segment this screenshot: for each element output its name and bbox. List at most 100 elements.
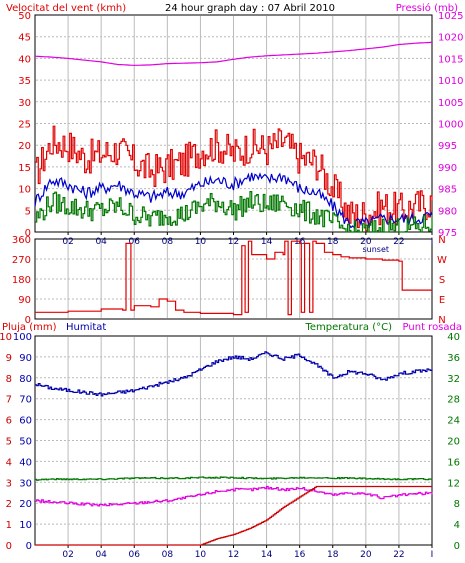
hour-tick-label: I (431, 237, 434, 247)
temperature-tick-label: 32 (447, 374, 460, 385)
series-pressure-line (34, 41, 433, 66)
rain-tick-label: 3 (6, 478, 12, 489)
pressure-tick-label: 1025 (438, 11, 463, 22)
humidity-tick-label: 30 (19, 478, 32, 489)
series-dew_point-line (35, 485, 433, 507)
hour-tick-label: 18 (327, 237, 339, 247)
direction-tick-label: 360 (12, 235, 31, 246)
hour-tick-label: 14 (261, 237, 273, 247)
temperature-tick-label: 36 (447, 353, 460, 364)
hour-tick-label: 10 (195, 237, 207, 247)
rain-tick-label: 1 (6, 520, 12, 531)
humidity-tick-label: 70 (19, 395, 32, 406)
rain-tick-label: 5 (6, 437, 12, 448)
direction-tick-label: 270 (12, 255, 31, 266)
hour-tick-label: 18 (327, 550, 339, 559)
pressure-tick-label: 975 (438, 228, 457, 239)
temperature-tick-label: 12 (447, 478, 460, 489)
hour-tick-label: 06 (129, 550, 141, 559)
temperature-tick-label: 16 (447, 457, 460, 468)
rain-tick-label: 4 (6, 457, 12, 468)
rain-axis-title: Pluja (mm) (2, 322, 57, 333)
temperature-tick-label: 20 (447, 437, 460, 448)
wind-tick-label: 20 (18, 141, 31, 152)
wind-tick-label: 5 (25, 206, 31, 217)
hour-tick-label: 12 (228, 550, 239, 559)
hour-tick-label: 02 (62, 550, 73, 559)
series-layer (34, 41, 433, 546)
pressure-tick-label: 1020 (438, 33, 463, 44)
hour-tick-label: 08 (162, 550, 174, 559)
pressure-tick-label: 995 (438, 141, 457, 152)
rain-tick-label: 2 (6, 499, 12, 510)
temperature-tick-label: 40 (447, 332, 460, 343)
wind-tick-label: 30 (18, 98, 31, 109)
humidity-tick-label: 100 (13, 332, 32, 343)
rain-tick-label: 7 (6, 395, 12, 406)
direction-tick-label: 0 (25, 315, 31, 326)
humidity-tick-label: 60 (19, 416, 32, 427)
series-gust-line (35, 125, 433, 232)
series-humidity-line (35, 351, 433, 397)
hour-tick-label: 16 (294, 550, 306, 559)
wind-tick-label: 45 (18, 33, 31, 44)
series-temperature-line (35, 476, 433, 481)
temperature-tick-label: 8 (454, 499, 460, 510)
hour-tick-label: 20 (360, 237, 372, 247)
temperature-tick-label: 28 (447, 395, 460, 406)
chart-title: 24 hour graph day : 07 Abril 2010 (165, 3, 335, 14)
tick-label-layer: 0510152025303540455097598098599099510001… (0, 11, 463, 563)
series-avg-line (34, 172, 433, 229)
rain-tick-label: 6 (6, 416, 12, 427)
hour-tick-label: 08 (162, 237, 174, 247)
temperature-tick-label: 4 (454, 520, 460, 531)
hour-tick-label: 12 (228, 237, 239, 247)
hour-tick-label: I (431, 550, 434, 559)
pressure-tick-label: 1000 (438, 120, 463, 131)
hour-tick-label: 04 (95, 237, 107, 247)
rain-tick-label: 8 (6, 374, 12, 385)
hour-tick-label: 20 (360, 550, 372, 559)
wind-tick-label: 50 (18, 11, 31, 22)
humidity-axis-title: Humitat (66, 322, 106, 333)
pressure-tick-label: 990 (438, 163, 457, 174)
hour-tick-label: 10 (195, 550, 207, 559)
rain-tick-label: 10 (0, 332, 12, 343)
series-min-line (35, 191, 433, 233)
wind-tick-label: 15 (18, 163, 31, 174)
humidity-tick-label: 90 (19, 353, 32, 364)
pressure-tick-label: 985 (438, 185, 457, 196)
humidity-tick-label: 10 (19, 520, 32, 531)
hour-tick-label: 14 (261, 550, 273, 559)
direction-tick-label: 90 (18, 295, 31, 306)
hour-tick-label: 22 (393, 550, 404, 559)
rain-tick-label: 0 (6, 541, 12, 552)
hour-tick-label: 22 (393, 237, 404, 247)
series-wind-direction-line (35, 240, 432, 316)
series-rain-line (35, 485, 432, 546)
humidity-tick-label: 80 (19, 374, 32, 385)
compass-label: E (439, 295, 445, 306)
pressure-tick-label: 980 (438, 206, 457, 217)
sunset-label: sunset (362, 245, 389, 254)
temperature-axis-title: Temperatura (°C) (304, 322, 392, 333)
compass-label: W (437, 255, 447, 266)
rain-tick-label: 9 (6, 353, 12, 364)
pressure-tick-label: 1005 (438, 98, 463, 109)
temperature-tick-label: 0 (454, 541, 460, 552)
pressure-axis-title: Pressió (mb) (396, 2, 458, 14)
humidity-tick-label: 40 (19, 457, 32, 468)
humidity-tick-label: 0 (26, 541, 32, 552)
hour-tick-label: 04 (95, 550, 107, 559)
pressure-tick-label: 1010 (438, 76, 463, 87)
wind-axis-title: Velocitat del vent (kmh) (6, 3, 126, 14)
direction-tick-label: 180 (12, 275, 31, 286)
humidity-tick-label: 50 (19, 437, 32, 448)
compass-label: N (438, 235, 445, 246)
hour-tick-label: 02 (62, 237, 73, 247)
hour-tick-label: 06 (129, 237, 141, 247)
wind-tick-label: 10 (18, 185, 31, 196)
compass-label: S (439, 275, 445, 286)
dew-point-axis-title: Punt rosada (403, 322, 462, 333)
